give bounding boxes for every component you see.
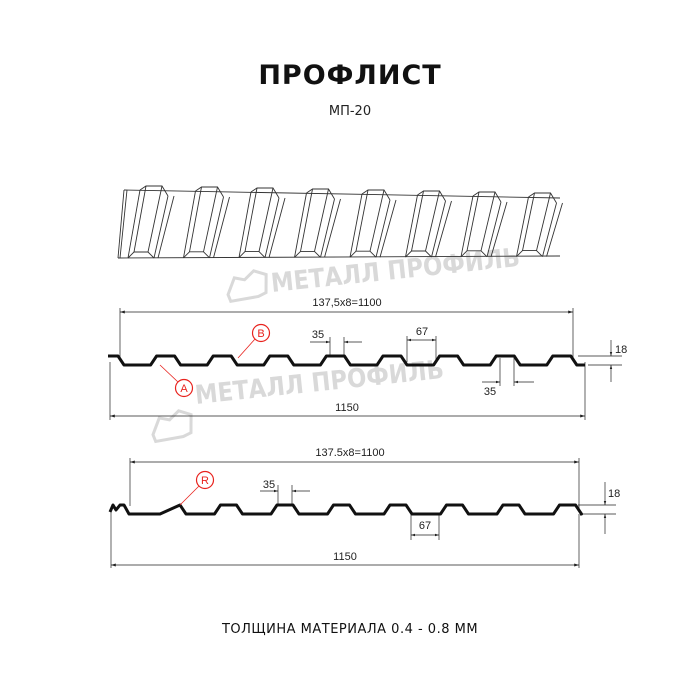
sheet-3d-edge [405,250,432,258]
sheet-3d-edge [431,200,446,258]
sheet-3d-edge [320,198,335,258]
sheet-3d-edge [306,188,335,200]
sheet-3d-edge [460,250,488,258]
sheet-3d-edge [264,197,280,258]
sheet-3d-edge [379,199,397,258]
drawing-b: 137.5x8=1100 1150 35 67 18 R [108,447,620,568]
sheet-3d-edge [324,198,341,258]
height-label: 18 [615,344,627,356]
sheet-3d-edge [127,189,141,259]
sheet-3d-edge [490,201,508,257]
sheet-3d-edge [542,202,557,257]
sheet-3d-edge [460,195,474,257]
callout-r [195,470,215,490]
pitch-label: 137,5x8=1100 [312,297,381,309]
sheet-3d-edge [238,191,252,258]
sheet-3d-edge [417,190,446,202]
sheet-3d-edge [435,200,452,258]
profile-line-b [108,503,583,516]
sheet-3d-edge [480,191,496,251]
sheet-3d-edge [300,188,313,252]
sheet-3d-edge [516,250,543,257]
callout-a [174,378,194,398]
sheet-3d-edge [349,193,363,258]
sheet-3d-edge [528,192,557,204]
sheet-3d-edge [147,185,163,253]
sheet-3d-edge [209,196,224,258]
drawing-a: 137,5x8=1100 1150 35 67 35 18 A B [108,297,627,420]
sheet-3d-edge [195,186,224,198]
sheet-3d-edge [425,190,440,252]
callout-b-label: B [257,328,264,340]
crest-width-label: 35 [263,479,275,491]
sheet-3d-edge [133,185,147,253]
sheet-3d-edge [472,191,502,203]
sheet-3d-edge [369,189,385,252]
sheet-3d-edge [139,185,169,197]
sheet-3d-edge [183,190,196,258]
sheet-3d-edge [189,186,202,252]
crest-width-label-2: 35 [484,386,496,398]
sheet-3d-edge [203,186,218,252]
callout-a-label: A [180,383,188,395]
total-label: 1150 [333,551,357,563]
sheet-3d-edge [546,202,563,257]
sheet-3d-edge [153,195,169,259]
sheet-3d-edge [314,188,329,252]
watermark-logo-icon [226,269,268,304]
page-title: ПРОФЛИСТ [258,60,442,91]
sheet-3d-edge [294,250,321,258]
sheet-3d-edge [123,189,561,199]
total-label: 1150 [335,402,359,414]
material-thickness: ТОЛЩИНА МАТЕРИАЛА 0.4 - 0.8 ММ [221,622,479,637]
sheet-3d-edge [268,197,286,258]
sheet-3d-edge [117,189,125,259]
height-label: 18 [608,488,620,500]
model-subtitle: МП-20 [328,104,372,119]
crest-width-label: 35 [312,329,324,341]
trough-width-label: 67 [416,326,428,338]
trough-width-label: 67 [419,520,431,532]
watermark-2: МЕТАЛЛ ПРОФИЛЬ [151,355,445,444]
sheet-3d-edge [213,196,230,258]
sheet-3d-edge [127,251,155,259]
sheet-3d-edge [349,250,377,258]
sheet-3d-edge [516,196,529,257]
sheet-3d-edge [375,199,391,258]
sheet-3d-edge [238,251,266,258]
callout-r-label: R [201,475,209,487]
profile-line-a [108,354,585,367]
pitch-label: 137.5x8=1100 [315,447,384,459]
sheet-3d-edge [486,201,502,257]
sheet-3d-edge [522,192,535,251]
sheet-3d-edge [294,192,307,258]
watermark-logo-icon [151,409,193,444]
callout-b [251,323,271,343]
sheet-3d-view [117,185,563,259]
sheet-3d-edge [250,187,280,199]
sheet-3d-edge [119,189,128,259]
sheet-3d-edge [157,195,175,259]
sheet-3d-edge [183,251,210,259]
sheet-3d-edge [361,189,391,201]
sheet-3d-edge [244,187,258,252]
sheet-3d-edge [466,191,480,251]
sheet-3d-edge [355,189,369,252]
sheet-3d-edge [258,187,274,252]
sheet-3d-edge [405,194,418,258]
sheet-3d-edge [411,190,424,252]
sheet-3d-edge [536,192,551,251]
